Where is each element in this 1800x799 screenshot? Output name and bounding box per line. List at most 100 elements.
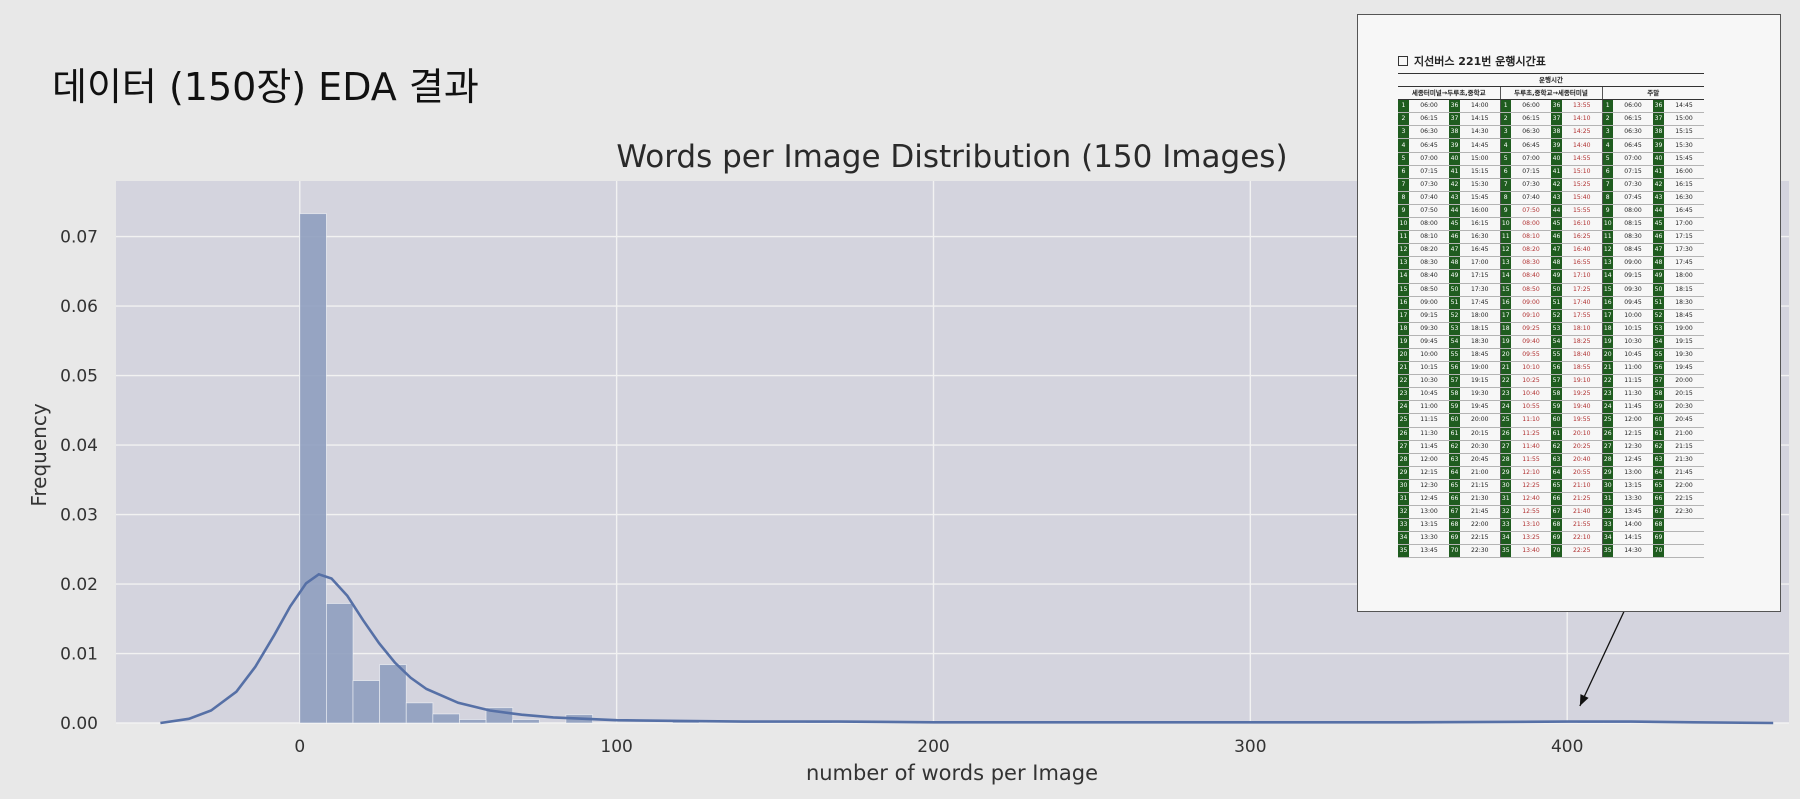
- timetable-number: 33: [1398, 518, 1409, 533]
- timetable-time: 13:00: [1613, 466, 1653, 480]
- timetable-number: 11: [1398, 230, 1409, 245]
- timetable-time: 10:45: [1409, 387, 1449, 402]
- timetable-number: 19: [1499, 335, 1511, 349]
- timetable-time: 13:45: [1409, 544, 1449, 559]
- checkbox-icon: [1398, 56, 1408, 66]
- timetable-row: 3 06:30 38 14:30 3 06:30 38 14:25 3 06:30 38 15:15: [1398, 125, 1704, 140]
- timetable-number: 13: [1601, 256, 1613, 271]
- timetable-number: 23: [1499, 387, 1511, 402]
- timetable-number: 57: [1653, 374, 1664, 389]
- histogram-bar: [325, 603, 354, 724]
- timetable-time: 11:30: [1613, 387, 1653, 402]
- timetable-number: 57: [1449, 374, 1460, 389]
- timetable-row: 33 13:15 68 22:00 33 13:10 68 21:55 33 14:00 68: [1398, 518, 1704, 533]
- annotation-arrow: [1579, 610, 1625, 707]
- timetable-time: 07:45: [1613, 191, 1653, 205]
- timetable-row: 11 08:10 46 16:30 11 08:10 46 16:25 11 08:30 46 17:…: [1398, 230, 1704, 245]
- timetable-number: 56: [1551, 361, 1562, 376]
- timetable-number: 3: [1601, 125, 1613, 140]
- timetable-time: 19:25: [1562, 387, 1602, 402]
- timetable-number: 30: [1398, 479, 1409, 494]
- timetable-time: 08:50: [1409, 283, 1449, 297]
- timetable-time: 09:00: [1511, 296, 1551, 310]
- timetable-number: 60: [1653, 413, 1664, 428]
- timetable-time: 14:40: [1562, 138, 1602, 153]
- timetable-row: 27 11:45 62 20:30 27 11:40 62 20:25 27 12:30 62 21:…: [1398, 440, 1704, 454]
- y-axis-label: Frequency: [27, 403, 51, 506]
- timetable-number: 4: [1398, 138, 1409, 153]
- timetable-time: 22:25: [1562, 544, 1602, 559]
- timetable-number: 19: [1601, 335, 1613, 349]
- timetable-number: 14: [1601, 269, 1613, 284]
- timetable-row: 2 06:15 37 14:15 2 06:15 37 14:10 2 06:15 37 15:00: [1398, 112, 1704, 127]
- timetable-number: 7: [1601, 178, 1613, 192]
- timetable-row: 17 09:15 52 18:00 17 09:10 52 17:55 17 10:00 52 18:…: [1398, 309, 1704, 323]
- timetable-row: 34 13:30 69 22:15 34 13:25 69 22:10 34 14:15 69: [1398, 531, 1704, 546]
- timetable-number: 66: [1551, 492, 1562, 507]
- timetable-number: 29: [1398, 466, 1409, 480]
- timetable-time: 11:45: [1409, 440, 1449, 454]
- timetable-number: 68: [1551, 518, 1562, 533]
- timetable-time: 17:15: [1664, 230, 1704, 245]
- timetable-number: 43: [1551, 191, 1562, 205]
- histogram-bar: [405, 702, 434, 724]
- timetable-time: 16:25: [1562, 230, 1602, 245]
- timetable-number: 38: [1449, 125, 1460, 140]
- timetable-row: 20 10:00 55 18:45 20 09:55 55 18:40 20 10:45 55 19:…: [1398, 348, 1704, 363]
- timetable-time: 17:30: [1460, 283, 1500, 297]
- timetable-time: 19:30: [1664, 348, 1704, 363]
- timetable-time: 07:15: [1511, 165, 1551, 179]
- timetable-number: 53: [1449, 322, 1460, 336]
- timetable-number: 50: [1551, 283, 1562, 297]
- timetable-number: 27: [1499, 440, 1511, 454]
- timetable-row: 16 09:00 51 17:45 16 09:00 51 17:40 16 09:45 51 18:…: [1398, 296, 1704, 310]
- timetable-number: 26: [1398, 427, 1409, 441]
- timetable-number: 61: [1551, 427, 1562, 441]
- timetable-time: 19:15: [1664, 335, 1704, 349]
- timetable-number: 14: [1398, 269, 1409, 284]
- timetable-row: 4 06:45 39 14:45 4 06:45 39 14:40 4 06:45 39 15:30: [1398, 138, 1704, 153]
- timetable-number: 55: [1449, 348, 1460, 363]
- timetable-number: 25: [1398, 413, 1409, 428]
- x-tick-label: 300: [1234, 737, 1266, 757]
- timetable-number: 16: [1601, 296, 1613, 310]
- timetable-time: 17:30: [1664, 243, 1704, 258]
- timetable-number: 13: [1499, 256, 1511, 271]
- timetable-number: 9: [1499, 204, 1511, 219]
- timetable-time: 10:00: [1409, 348, 1449, 363]
- timetable-number: 20: [1601, 348, 1613, 363]
- timetable-time: 07:00: [1409, 152, 1449, 166]
- timetable-number: 57: [1551, 374, 1562, 389]
- timetable-number: 34: [1601, 531, 1613, 546]
- timetable-time: 08:20: [1511, 243, 1551, 258]
- timetable-time: 12:00: [1409, 453, 1449, 467]
- timetable-time: 19:45: [1664, 361, 1704, 376]
- timetable-number: 31: [1499, 492, 1511, 507]
- timetable-number: 7: [1398, 178, 1409, 192]
- timetable-number: 64: [1551, 466, 1562, 480]
- timetable-number: 12: [1499, 243, 1511, 258]
- timetable-number: 14: [1499, 269, 1511, 284]
- timetable-time: 12:15: [1613, 427, 1653, 441]
- timetable-number: 22: [1398, 374, 1409, 389]
- timetable-time: 12:00: [1613, 413, 1653, 428]
- y-tick-label: 0.01: [60, 645, 98, 665]
- timetable-time: 22:00: [1664, 479, 1704, 494]
- timetable-time: 21:00: [1664, 427, 1704, 441]
- timetable-number: 30: [1601, 479, 1613, 494]
- timetable-time: 15:45: [1664, 152, 1704, 166]
- timetable-number: 70: [1653, 544, 1664, 559]
- timetable-number: 15: [1398, 283, 1409, 297]
- timetable-row: 24 11:00 59 19:45 24 10:55 59 19:40 24 11:45 59 20:…: [1398, 400, 1704, 415]
- timetable-number: 28: [1398, 453, 1409, 467]
- timetable-number: 46: [1653, 230, 1664, 245]
- timetable-time: 13:00: [1409, 505, 1449, 520]
- timetable-number: 55: [1551, 348, 1562, 363]
- timetable-number: 49: [1551, 269, 1562, 284]
- timetable-time: 21:30: [1460, 492, 1500, 507]
- timetable-time: 16:45: [1664, 204, 1704, 219]
- timetable-number: 40: [1653, 152, 1664, 166]
- timetable-number: 63: [1551, 453, 1562, 467]
- timetable-time: 18:40: [1562, 348, 1602, 363]
- timetable-time: 13:45: [1613, 505, 1653, 520]
